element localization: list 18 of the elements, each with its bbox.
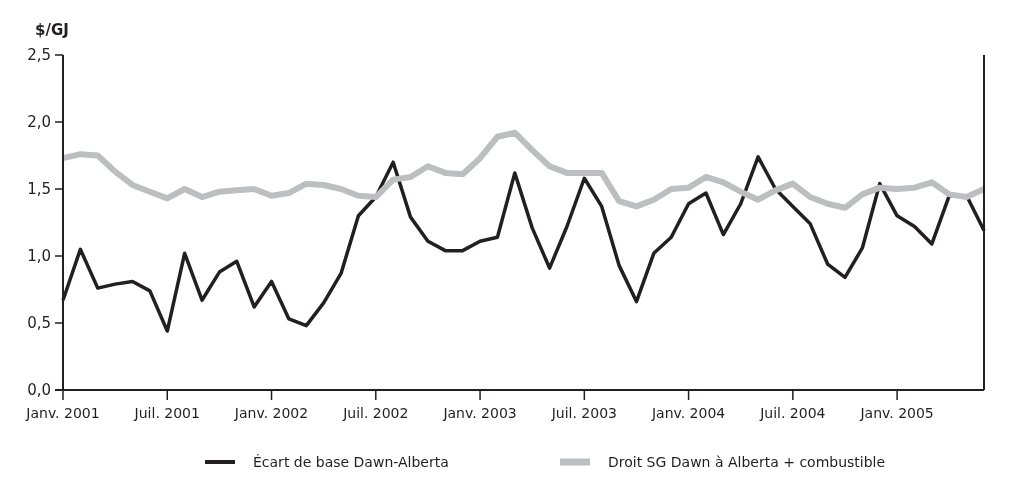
y-tick-label: 1,0 [27, 247, 51, 266]
x-tick-label: Janv. 2005 [859, 405, 934, 421]
y-tick-label: 1,5 [27, 180, 51, 199]
x-tick-label: Janv. 2004 [650, 405, 726, 421]
x-tick-label: Juil. 2002 [342, 405, 409, 421]
y-tick-label: 0,0 [27, 381, 51, 400]
y-axis-title: $/GJ [35, 21, 69, 39]
y-tick-label: 0,5 [27, 314, 51, 333]
x-tick-label: Juil. 2004 [759, 405, 826, 421]
legend-label: Droit SG Dawn à Alberta + combustible [608, 453, 886, 470]
y-tick-label: 2,5 [27, 46, 51, 65]
legend-label: Écart de base Dawn-Alberta [253, 453, 449, 470]
y-tick-label: 2,0 [27, 113, 51, 132]
x-tick-label: Janv. 2003 [442, 405, 517, 421]
x-tick-label: Janv. 2001 [25, 405, 100, 421]
x-tick-label: Juil. 2001 [133, 405, 200, 421]
x-tick-label: Juil. 2003 [550, 405, 617, 421]
x-tick-label: Janv. 2002 [233, 405, 309, 421]
